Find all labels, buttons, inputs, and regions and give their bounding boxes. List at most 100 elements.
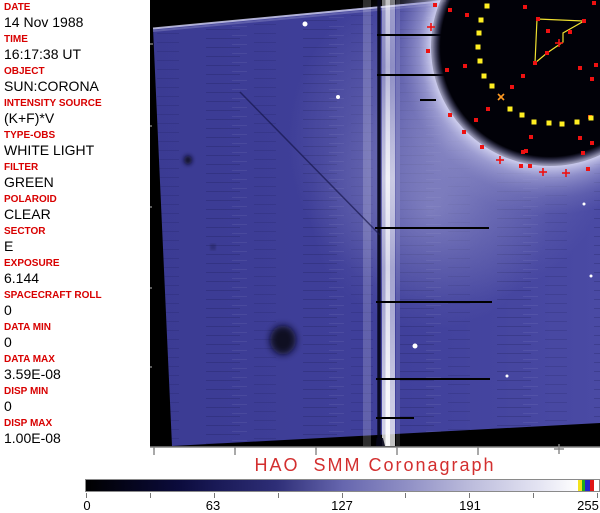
colorbar-tick-label: 191 [459, 498, 481, 513]
red-marker-dot [463, 64, 467, 68]
colorbar-tick-label: 127 [331, 498, 353, 513]
colorbar-tick [469, 493, 471, 498]
colorbar-tick [213, 493, 215, 498]
dust-speck [211, 245, 215, 249]
red-marker-dot [578, 136, 582, 140]
field-value: 1.00E-08 [4, 430, 61, 446]
colorbar-gradient [85, 479, 600, 492]
colorbar-reserved-stripe [582, 480, 585, 491]
metadata-field: TIME 16:17:38 UT [4, 34, 150, 62]
yellow-marker-dot [519, 112, 525, 118]
red-marker-dot [586, 167, 590, 171]
yellow-marker-dot [588, 115, 594, 121]
field-label: SECTOR [4, 226, 46, 237]
field-value: (K+F)*V [4, 110, 55, 126]
red-marker-dot [521, 150, 525, 154]
metadata-field: OBJECT SUN:CORONA [4, 66, 150, 94]
red-marker-dot [448, 8, 452, 12]
field-value: GREEN [4, 174, 54, 190]
field-label: DATA MAX [4, 354, 55, 365]
red-marker-dot [581, 151, 585, 155]
field-label: FILTER [4, 162, 39, 173]
red-marker-dot [426, 49, 430, 53]
red-marker-dot [486, 107, 490, 111]
dust-specks [184, 155, 296, 355]
white-star-dot [336, 95, 340, 99]
field-label: DATE [4, 2, 31, 13]
image-title: HAO SMM Coronagraph [254, 455, 496, 475]
metadata-field: DATE 14 Nov 1988 [4, 2, 150, 30]
white-star-dot [302, 21, 308, 27]
red-marker-dot [545, 51, 549, 55]
field-label: DISP MIN [4, 386, 49, 397]
red-marker-dot [519, 164, 523, 168]
white-star-dot [582, 202, 586, 206]
colorbar-tick [405, 493, 407, 498]
colorbar-area: 0 63 127 191 255 [0, 477, 600, 513]
metadata-field: INTENSITY SOURCE (K+F)*V [4, 98, 150, 126]
red-marker-dot [523, 5, 527, 9]
colorbar-tick-label: 255 [577, 498, 599, 513]
field-value: 3.59E-08 [4, 366, 61, 382]
yellow-marker-dot [476, 30, 482, 36]
colorbar-tick [597, 493, 598, 498]
field-label: DATA MIN [4, 322, 52, 333]
red-marker-dot [462, 130, 466, 134]
colorbar-tick [86, 493, 87, 498]
yellow-marker-dot [481, 73, 487, 79]
yellow-marker-dot [477, 58, 483, 64]
dust-speck [184, 155, 192, 165]
colorbar-tick [149, 493, 151, 498]
red-marker-dot [474, 118, 478, 122]
metadata-field: DISP MAX 1.00E-08 [4, 418, 150, 446]
field-label: DISP MAX [4, 418, 53, 429]
colorbar-tick-label: 63 [205, 498, 221, 513]
yellow-marker-dot [574, 119, 580, 125]
dust-speck [270, 325, 296, 355]
red-marker-dot [480, 145, 484, 149]
white-star-dot [589, 274, 593, 278]
field-value: 6.144 [4, 270, 40, 286]
red-marker-dot [582, 19, 586, 23]
field-value: CLEAR [4, 206, 51, 222]
red-marker-dot [592, 1, 596, 5]
red-marker-dot [521, 74, 525, 78]
field-value: SUN:CORONA [4, 78, 99, 94]
red-marker-dot [524, 149, 528, 153]
red-marker-dot [433, 3, 437, 7]
metadata-field: SPACECRAFT ROLL 0 [4, 290, 150, 318]
star-points [302, 21, 593, 378]
yellow-marker-dot [478, 17, 484, 23]
colorbar-tick-label: 0 [83, 498, 91, 513]
field-label: EXPOSURE [4, 258, 60, 269]
field-value: 14 Nov 1988 [4, 14, 84, 30]
yellow-marker-dot [559, 121, 565, 127]
field-value: 0 [4, 302, 12, 318]
red-marker-dot [528, 164, 532, 168]
white-star-dot [505, 374, 509, 378]
red-marker-dot [445, 68, 449, 72]
yellow-marker-dot [546, 120, 552, 126]
colorbar-tick [341, 493, 343, 498]
colorbar-reserved-stripe [585, 480, 590, 491]
metadata-field: TYPE-OBS WHITE LIGHT [4, 130, 150, 158]
field-value: 0 [4, 334, 12, 350]
colorbar-reserved-stripe [578, 480, 582, 491]
red-marker-dot [594, 63, 598, 67]
orange-x-marker [497, 93, 505, 101]
red-marker-dot [590, 77, 594, 81]
field-value: WHITE LIGHT [4, 142, 95, 158]
red-marker-dot [536, 17, 540, 21]
field-label: INTENSITY SOURCE [4, 98, 102, 109]
red-marker-dot [510, 85, 514, 89]
field-value: E [4, 238, 14, 254]
scratch [239, 91, 381, 236]
red-marker-dot [546, 29, 550, 33]
metadata-field: POLAROID CLEAR [4, 194, 150, 222]
red-marker-dot [578, 66, 582, 70]
red-marker-dot [448, 113, 452, 117]
field-label: TYPE-OBS [4, 130, 56, 141]
red-marker-dot [465, 13, 469, 17]
